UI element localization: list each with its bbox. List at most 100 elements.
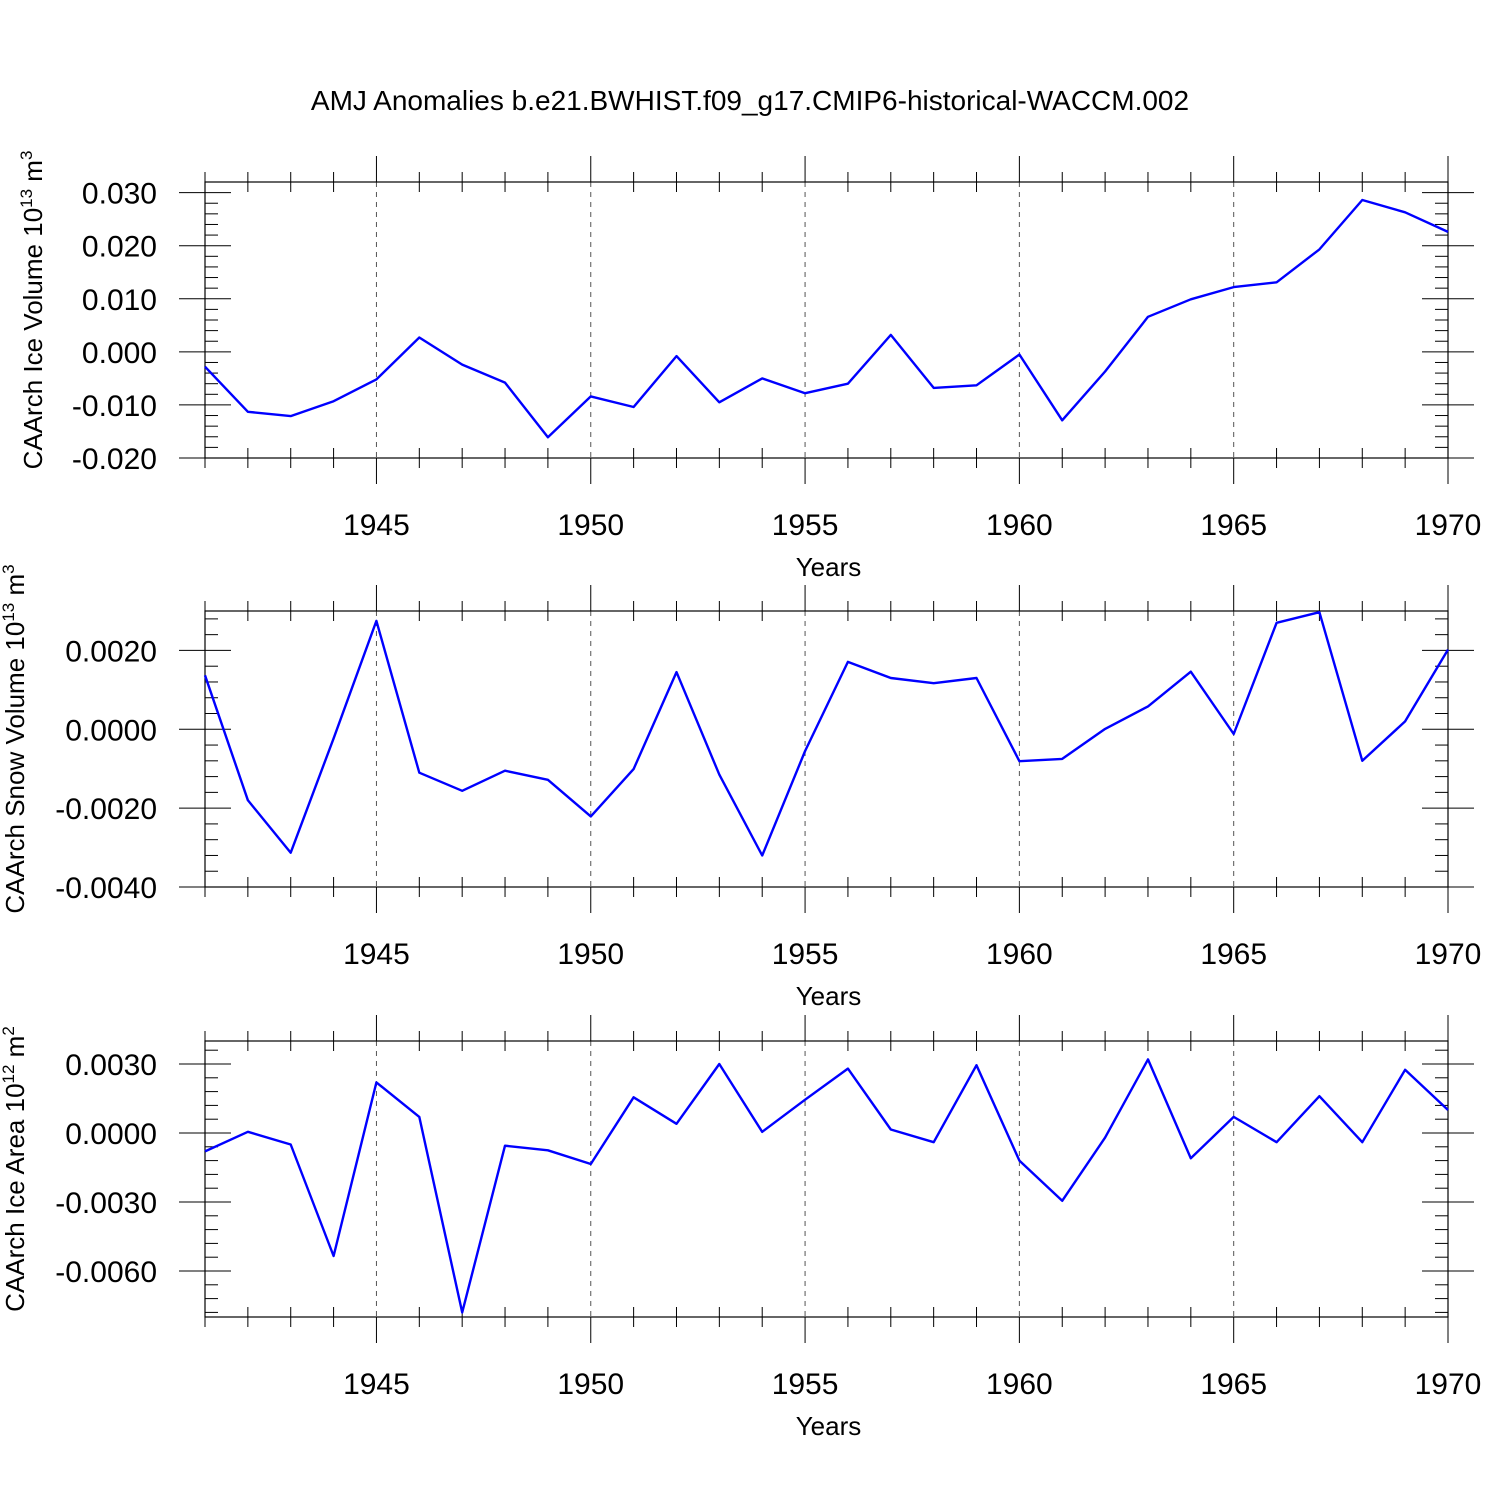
data-point-ice-area-1946 xyxy=(417,1115,421,1119)
data-point-ice-area-1967 xyxy=(1317,1094,1321,1098)
data-point-snow-volume-1949 xyxy=(546,778,550,782)
data-point-ice-volume-1958 xyxy=(932,386,936,390)
ytick-label-1: -0.0020 xyxy=(55,793,157,826)
data-point-ice-area-1968 xyxy=(1360,1140,1364,1144)
ytick-label-0: -0.020 xyxy=(72,443,157,476)
data-point-ice-area-1970 xyxy=(1446,1108,1450,1112)
data-point-ice-area-1958 xyxy=(932,1140,936,1144)
x-axis-label: Years xyxy=(796,1411,862,1441)
data-point-ice-area-1966 xyxy=(1275,1140,1279,1144)
data-point-ice-volume-1967 xyxy=(1317,247,1321,251)
x-axis-label: Years xyxy=(796,552,862,582)
data-point-ice-volume-1970 xyxy=(1446,230,1450,234)
data-point-ice-area-1963 xyxy=(1146,1057,1150,1061)
x-axis-label: Years xyxy=(796,981,862,1011)
data-point-snow-volume-1969 xyxy=(1403,719,1407,723)
data-point-ice-volume-1945 xyxy=(374,377,378,381)
data-point-ice-volume-1951 xyxy=(632,405,636,409)
data-point-snow-volume-1962 xyxy=(1103,727,1107,731)
data-point-snow-volume-1946 xyxy=(417,771,421,775)
xtick-label-1960: 1960 xyxy=(986,509,1053,542)
data-point-snow-volume-1970 xyxy=(1446,648,1450,652)
panel-ice-volume: 1945 1950 1955 1960 1965 1970 Years -0.020 -0.01… xyxy=(17,151,1481,582)
data-point-ice-volume-1954 xyxy=(760,376,764,380)
xtick-label-1955: 1955 xyxy=(772,938,839,971)
xtick-label-1965: 1965 xyxy=(1200,509,1267,542)
data-point-ice-area-1959 xyxy=(975,1063,979,1067)
data-point-ice-volume-1961 xyxy=(1060,418,1064,422)
y-axis-label: CAArch Ice Area 1012 m2 xyxy=(0,1026,30,1312)
data-point-snow-volume-1957 xyxy=(889,676,893,680)
xtick-label-1970: 1970 xyxy=(1415,938,1482,971)
data-point-ice-volume-1947 xyxy=(460,363,464,367)
xtick-label-1945: 1945 xyxy=(343,938,410,971)
data-point-ice-area-1962 xyxy=(1103,1136,1107,1140)
ytick-label-1: -0.010 xyxy=(72,390,157,423)
data-point-ice-area-1960 xyxy=(1017,1159,1021,1163)
ytick-label-0: -0.0040 xyxy=(55,872,157,905)
xtick-label-1945: 1945 xyxy=(343,1368,410,1401)
data-point-snow-volume-1961 xyxy=(1060,757,1064,761)
data-point-snow-volume-1941 xyxy=(203,673,207,677)
xtick-label-1950: 1950 xyxy=(557,938,624,971)
data-point-snow-volume-1960 xyxy=(1017,759,1021,763)
data-point-ice-volume-1953 xyxy=(717,400,721,404)
data-point-ice-volume-1965 xyxy=(1232,285,1236,289)
data-point-ice-volume-1946 xyxy=(417,336,421,340)
figure-title: AMJ Anomalies b.e21.BWHIST.f09_g17.CMIP6… xyxy=(311,85,1189,116)
data-point-ice-area-1948 xyxy=(503,1144,507,1148)
xtick-label-1955: 1955 xyxy=(772,509,839,542)
data-point-snow-volume-1959 xyxy=(975,676,979,680)
ytick-label-3: 0.0020 xyxy=(65,635,157,668)
data-point-ice-volume-1959 xyxy=(975,383,979,387)
plot-frame xyxy=(204,610,1449,888)
data-point-ice-area-1954 xyxy=(760,1130,764,1134)
data-point-ice-volume-1962 xyxy=(1103,369,1107,373)
xtick-label-1970: 1970 xyxy=(1415,1368,1482,1401)
data-point-ice-area-1951 xyxy=(632,1095,636,1099)
ytick-label-3: 0.0030 xyxy=(65,1049,157,1082)
data-point-snow-volume-1955 xyxy=(803,749,807,753)
data-point-ice-area-1965 xyxy=(1232,1115,1236,1119)
data-point-snow-volume-1948 xyxy=(503,769,507,773)
ytick-label-2: 0.0000 xyxy=(65,714,157,747)
data-point-snow-volume-1956 xyxy=(846,660,850,664)
data-point-snow-volume-1942 xyxy=(246,798,250,802)
series-line-snow-volume xyxy=(203,611,1450,857)
ytick-label-0: -0.0060 xyxy=(55,1256,157,1289)
data-point-ice-area-1947 xyxy=(460,1310,464,1314)
data-point-snow-volume-1945 xyxy=(374,619,378,623)
data-point-ice-volume-1949 xyxy=(546,435,550,439)
data-point-snow-volume-1958 xyxy=(932,681,936,685)
ytick-label-2: 0.000 xyxy=(82,337,157,370)
panel-snow-volume: 1945 1950 1955 1960 1965 1970 Years -0.0040 -0.0… xyxy=(0,564,1481,1011)
ytick-label-3: 0.010 xyxy=(82,284,157,317)
data-point-ice-area-1956 xyxy=(846,1067,850,1071)
data-point-ice-area-1964 xyxy=(1189,1156,1193,1160)
data-point-snow-volume-1950 xyxy=(589,814,593,818)
ytick-label-5: 0.030 xyxy=(82,178,157,211)
ytick-label-2: 0.0000 xyxy=(65,1118,157,1151)
data-point-snow-volume-1943 xyxy=(289,851,293,855)
data-point-snow-volume-1968 xyxy=(1360,759,1364,763)
data-point-snow-volume-1952 xyxy=(674,670,678,674)
data-point-ice-volume-1944 xyxy=(332,399,336,403)
data-point-ice-area-1969 xyxy=(1403,1068,1407,1072)
data-point-ice-area-1942 xyxy=(246,1130,250,1134)
data-point-snow-volume-1951 xyxy=(632,767,636,771)
data-point-ice-volume-1969 xyxy=(1403,210,1407,214)
data-point-snow-volume-1944 xyxy=(332,736,336,740)
xtick-label-1965: 1965 xyxy=(1200,1368,1267,1401)
xtick-label-1960: 1960 xyxy=(986,938,1053,971)
data-point-ice-volume-1952 xyxy=(674,354,678,358)
data-point-ice-area-1961 xyxy=(1060,1199,1064,1203)
xtick-label-1950: 1950 xyxy=(557,509,624,542)
xtick-label-1965: 1965 xyxy=(1200,938,1267,971)
ytick-label-4: 0.020 xyxy=(82,231,157,264)
data-point-ice-area-1945 xyxy=(374,1080,378,1084)
data-point-ice-area-1944 xyxy=(332,1254,336,1258)
data-point-snow-volume-1947 xyxy=(460,789,464,793)
data-point-ice-area-1941 xyxy=(203,1149,207,1153)
series-line-ice-volume xyxy=(204,198,1449,439)
